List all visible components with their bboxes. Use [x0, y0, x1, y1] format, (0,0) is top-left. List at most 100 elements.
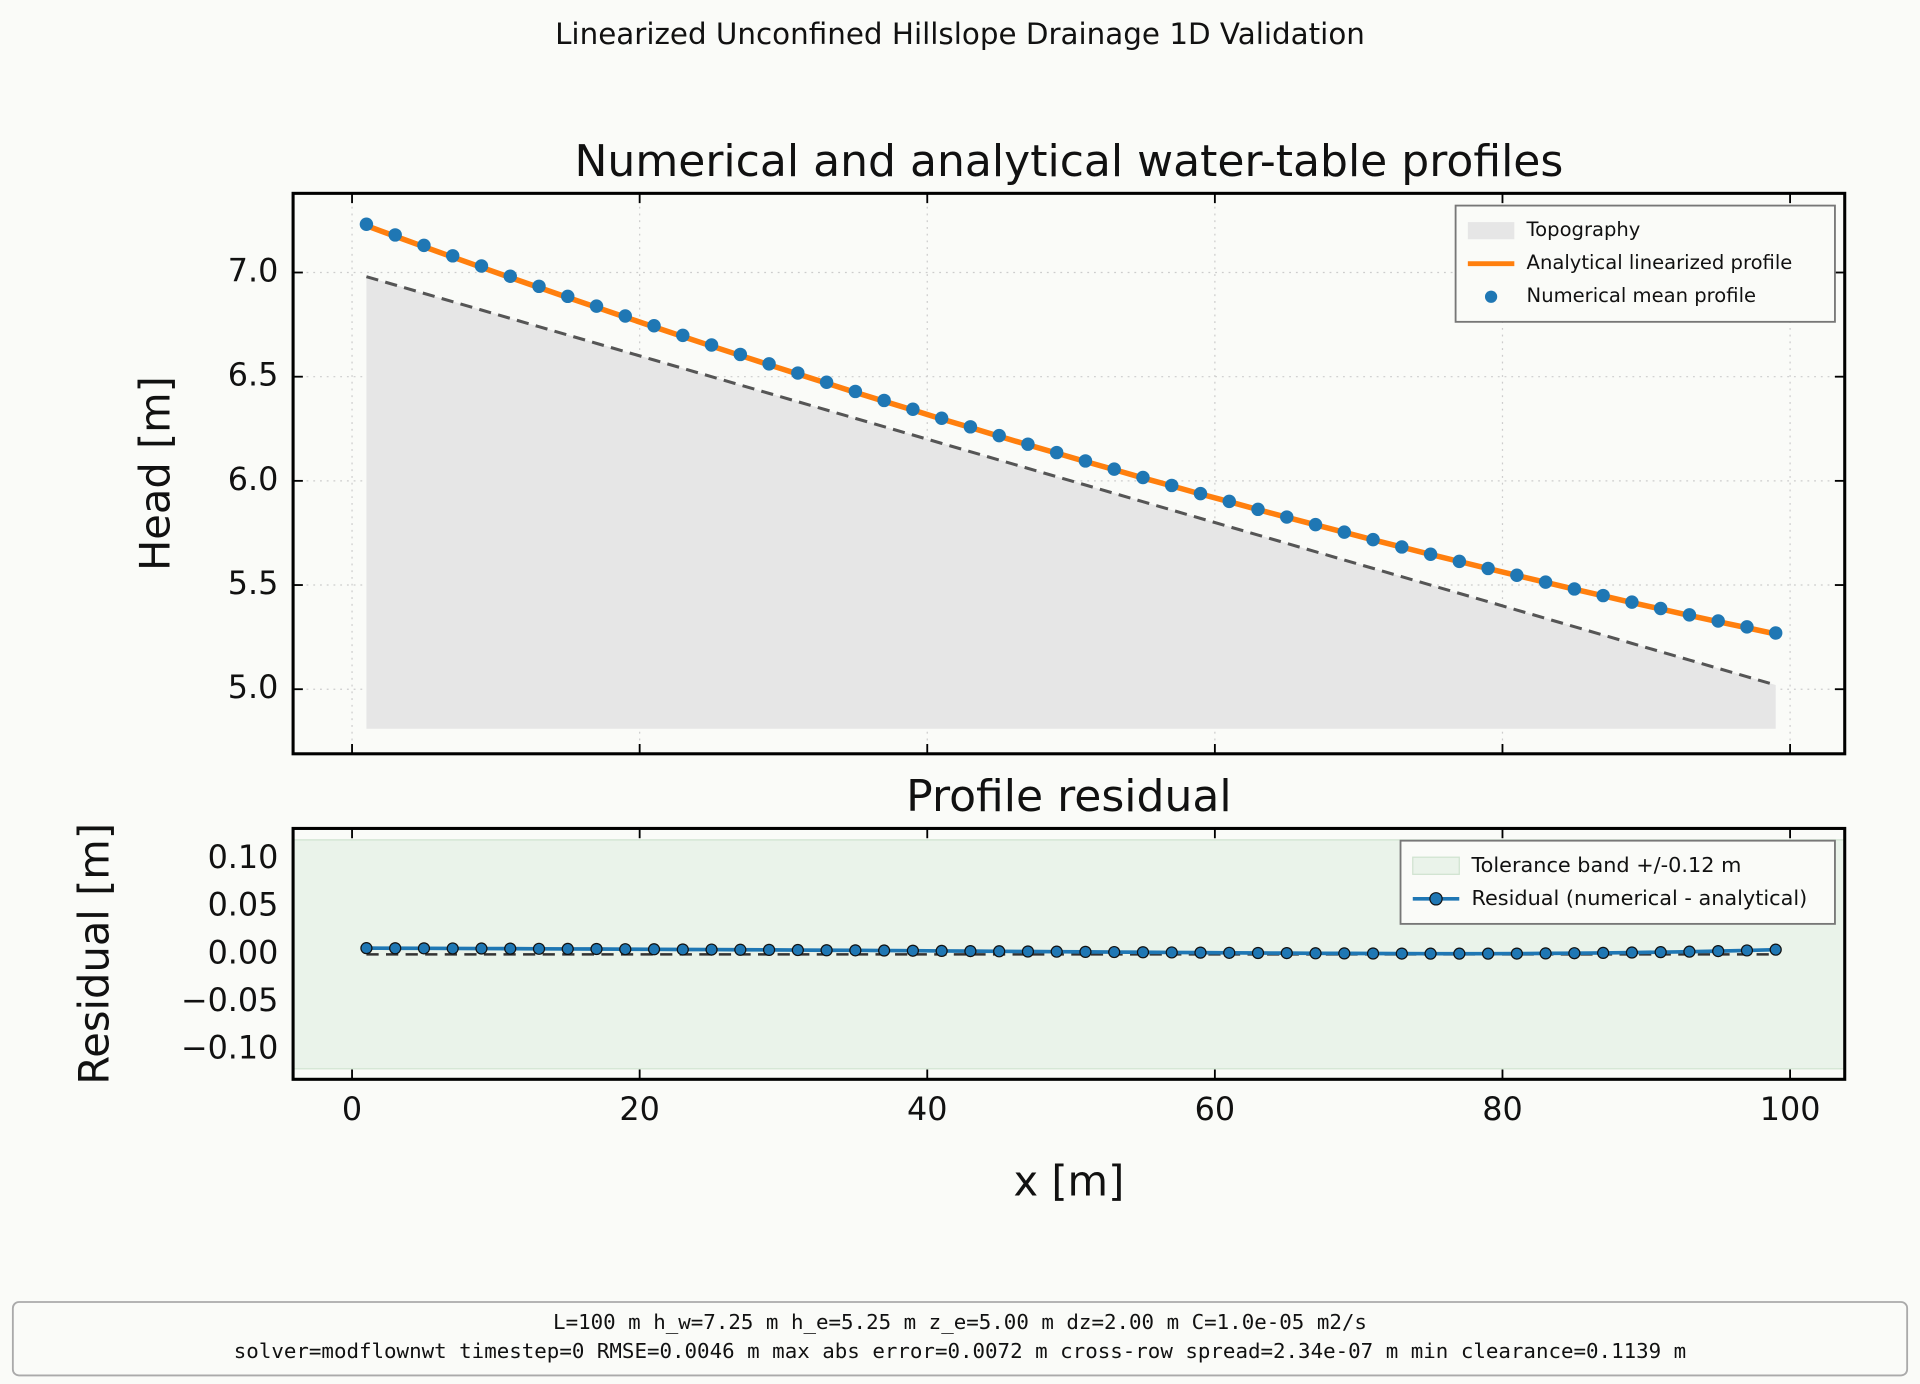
y-tick-label: 0.05: [208, 886, 279, 924]
point: [1337, 525, 1352, 539]
footer-line: L=100 m h_w=7.25 m h_e=5.25 m z_e=5.00 m…: [553, 1310, 1367, 1334]
point: [647, 319, 661, 333]
axes-frame: [291, 826, 1847, 1081]
point: [1021, 945, 1035, 958]
point: [1108, 945, 1121, 959]
point: [1539, 947, 1552, 960]
point: [389, 942, 402, 955]
point: [1682, 608, 1697, 622]
topography-area: [366, 276, 1776, 729]
point: [1424, 947, 1437, 960]
point: [417, 942, 431, 955]
point: [906, 944, 919, 957]
point: [878, 944, 891, 957]
suptitle: Linearized Unconfined Hillslope Drainage…: [555, 17, 1365, 51]
y-tick-label: 7.0: [228, 252, 279, 290]
y-tick-label: 5.5: [228, 564, 279, 602]
point: [1021, 437, 1035, 451]
point: [1510, 947, 1523, 960]
point: [1625, 946, 1639, 959]
point: [561, 289, 575, 304]
point: [589, 299, 604, 313]
point: [992, 428, 1006, 443]
y-tick-label: −0.05: [181, 981, 278, 1019]
point: [993, 945, 1006, 958]
point: [590, 942, 603, 956]
legend-label: Numerical mean profile: [1527, 284, 1757, 307]
point: [1596, 588, 1610, 603]
x-tick-label: 100: [1760, 1090, 1821, 1128]
point: [504, 942, 517, 955]
point: [734, 943, 747, 956]
point: [762, 943, 776, 956]
point: [1395, 540, 1409, 554]
point: [1222, 494, 1236, 509]
point: [1711, 614, 1725, 628]
legend-label: Analytical linearized profile: [1527, 251, 1793, 274]
plot-area: [359, 217, 1783, 729]
point: [359, 217, 374, 232]
point: [877, 393, 891, 408]
point: [762, 357, 776, 371]
point: [819, 375, 834, 389]
point: [1481, 561, 1495, 576]
point: [705, 943, 718, 956]
point: [676, 328, 690, 343]
y-tick-label: 6.5: [228, 356, 279, 394]
point: [1223, 946, 1236, 959]
point: [1193, 486, 1208, 501]
legend-box: [1399, 839, 1836, 925]
point: [1654, 946, 1667, 959]
legend-swatch: [1429, 892, 1443, 906]
point: [1280, 946, 1293, 960]
point: [647, 943, 661, 956]
point: [791, 943, 804, 957]
x-tick-label: 80: [1482, 1090, 1522, 1128]
point: [1423, 547, 1438, 561]
legend-swatch: [1412, 856, 1460, 875]
point: [1768, 626, 1783, 640]
legend-box: [1454, 204, 1836, 323]
point: [1251, 502, 1265, 517]
y-axis-label: Head [m]: [130, 376, 179, 571]
point: [1136, 470, 1150, 485]
point: [1510, 568, 1524, 583]
point: [1597, 946, 1610, 960]
point: [1079, 945, 1092, 958]
point: [676, 943, 689, 956]
point: [1366, 947, 1380, 960]
point: [1453, 947, 1466, 960]
point: [820, 944, 833, 957]
point: [1049, 445, 1064, 460]
point: [446, 942, 459, 955]
topography-line: [365, 275, 1777, 687]
axes-title: Numerical and analytical water-table pro…: [574, 136, 1563, 187]
y-tick-label: 0.10: [208, 838, 279, 876]
point: [561, 942, 574, 956]
point: [849, 944, 862, 957]
point: [733, 347, 748, 362]
point: [1164, 478, 1179, 493]
point: [1395, 947, 1408, 960]
point: [791, 366, 805, 380]
point: [532, 942, 546, 955]
point: [417, 238, 431, 253]
point: [934, 411, 949, 425]
legend-swatch: [1484, 290, 1498, 303]
point: [1683, 945, 1696, 958]
point: [360, 942, 373, 955]
point: [474, 259, 489, 273]
point: [1567, 582, 1582, 596]
footer-line: solver=modflownwt timestep=0 RMSE=0.0046…: [234, 1339, 1686, 1363]
point: [1165, 946, 1178, 959]
point: [906, 402, 920, 416]
point: [1309, 947, 1322, 960]
point: [1712, 944, 1725, 958]
point: [1251, 946, 1265, 960]
legend-label: Residual (numerical - analytical): [1472, 886, 1808, 910]
point: [1452, 554, 1467, 569]
point: [1625, 595, 1639, 609]
point: [618, 309, 633, 323]
